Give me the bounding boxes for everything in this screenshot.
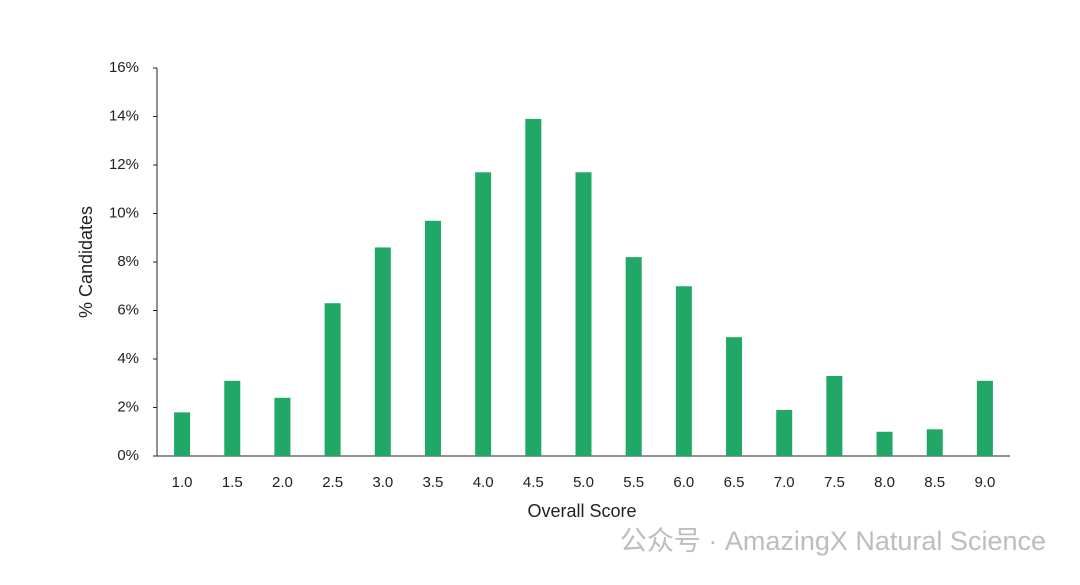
x-tick-label: 2.5 [322, 474, 343, 491]
x-tick-label: 8.0 [874, 474, 895, 491]
y-tick-label: 8% [117, 253, 139, 270]
bar [926, 429, 943, 456]
x-tick-label: 7.5 [824, 474, 845, 491]
bar [475, 172, 492, 456]
x-tick-label: 1.0 [172, 474, 193, 491]
x-tick-label: 7.0 [774, 474, 795, 491]
x-tick-label: 3.0 [372, 474, 393, 491]
x-axis-title: Overall Score [527, 501, 636, 521]
x-tick-label: 6.0 [673, 474, 694, 491]
y-tick-label: 4% [117, 350, 139, 367]
bar [525, 118, 542, 457]
bar [625, 257, 642, 456]
x-tick-label: 9.0 [974, 474, 995, 491]
x-tick-label: 1.5 [222, 474, 243, 491]
bar [726, 337, 743, 456]
x-tick-label: 5.0 [573, 474, 594, 491]
x-tick-label: 3.5 [423, 474, 444, 491]
bar [224, 380, 241, 456]
bar [274, 397, 291, 456]
y-tick-label: 12% [109, 156, 139, 173]
y-tick-label: 14% [109, 107, 139, 124]
bar [374, 247, 391, 456]
bar [575, 172, 592, 456]
bar [424, 220, 441, 456]
bar [826, 375, 843, 456]
y-tick-label: 2% [117, 398, 139, 415]
x-tick-label: 8.5 [924, 474, 945, 491]
y-tick-label: 10% [109, 204, 139, 221]
x-tick-label: 4.0 [473, 474, 494, 491]
y-tick-label: 16% [109, 59, 139, 76]
bar [675, 286, 692, 456]
y-tick-label: 6% [117, 301, 139, 318]
bar [324, 303, 341, 456]
x-tick-label: 5.5 [623, 474, 644, 491]
bar [174, 412, 191, 456]
x-tick-label: 4.5 [523, 474, 544, 491]
watermark: 公众号 · AmazingX Natural Science [620, 526, 1046, 556]
y-tick-label: 0% [117, 447, 139, 464]
x-tick-label: 6.5 [724, 474, 745, 491]
bar [776, 409, 793, 456]
bar [976, 380, 993, 456]
y-axis-title: % Candidates [76, 206, 96, 318]
x-tick-label: 2.0 [272, 474, 293, 491]
bar [876, 431, 893, 456]
